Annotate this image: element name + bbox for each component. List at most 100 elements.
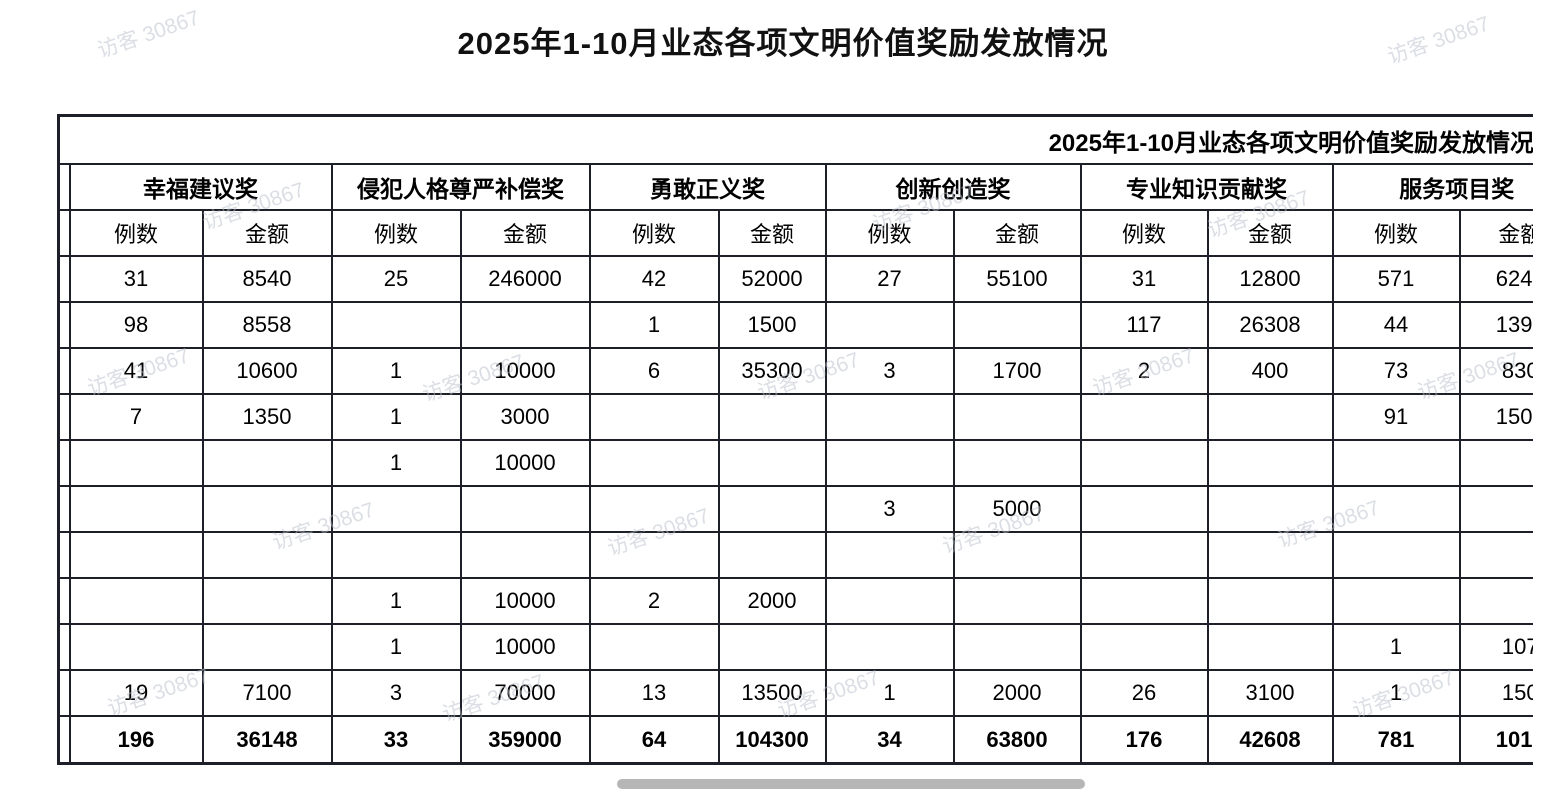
data-cell[interactable]: 19 — [68, 669, 204, 717]
data-cell[interactable] — [1331, 531, 1461, 579]
data-cell[interactable] — [588, 393, 720, 441]
row-edge-cell[interactable] — [57, 485, 71, 533]
data-cell[interactable]: 1396 — [1458, 301, 1533, 349]
data-cell[interactable]: 10000 — [459, 347, 591, 395]
data-cell[interactable]: 246000 — [459, 255, 591, 303]
data-cell[interactable] — [201, 485, 333, 533]
col-header-amount[interactable]: 金额 — [1206, 209, 1334, 257]
data-cell[interactable]: 1 — [1331, 623, 1461, 671]
data-cell[interactable]: 3 — [824, 485, 955, 533]
col-header-cases[interactable]: 例数 — [824, 209, 955, 257]
data-cell[interactable] — [459, 485, 591, 533]
col-header-amount[interactable]: 金额 — [459, 209, 591, 257]
data-cell[interactable] — [68, 531, 204, 579]
data-cell[interactable]: 27 — [824, 255, 955, 303]
group-header-innovation-creation[interactable]: 创新创造奖 — [824, 163, 1082, 211]
col-header-cases[interactable]: 例数 — [1079, 209, 1209, 257]
data-cell[interactable]: 8540 — [201, 255, 333, 303]
data-cell[interactable] — [201, 531, 333, 579]
data-cell[interactable] — [824, 393, 955, 441]
data-cell[interactable] — [717, 393, 827, 441]
data-cell[interactable]: 8558 — [201, 301, 333, 349]
data-cell[interactable] — [1331, 485, 1461, 533]
data-cell[interactable]: 10600 — [201, 347, 333, 395]
data-cell[interactable]: 26308 — [1206, 301, 1334, 349]
row-edge-cell[interactable] — [57, 163, 71, 211]
data-cell[interactable] — [1206, 531, 1334, 579]
row-edge-cell[interactable] — [57, 255, 71, 303]
total-cell[interactable]: 196 — [68, 715, 204, 765]
data-cell[interactable] — [824, 577, 955, 625]
total-cell[interactable]: 42608 — [1206, 715, 1334, 765]
horizontal-scrollbar-thumb[interactable] — [617, 779, 1085, 789]
data-cell[interactable]: 70000 — [459, 669, 591, 717]
total-cell[interactable]: 34 — [824, 715, 955, 765]
data-cell[interactable] — [1206, 623, 1334, 671]
data-cell[interactable]: 5000 — [952, 485, 1082, 533]
group-header-professional-knowledge[interactable]: 专业知识贡献奖 — [1079, 163, 1334, 211]
col-header-cases[interactable]: 例数 — [588, 209, 720, 257]
data-cell[interactable] — [68, 439, 204, 487]
row-edge-cell[interactable] — [57, 393, 71, 441]
data-cell[interactable] — [824, 531, 955, 579]
total-cell[interactable]: 36148 — [201, 715, 333, 765]
row-edge-cell[interactable] — [57, 531, 71, 579]
data-cell[interactable]: 13 — [588, 669, 720, 717]
data-cell[interactable] — [459, 301, 591, 349]
data-cell[interactable] — [1458, 439, 1533, 487]
data-cell[interactable] — [1458, 485, 1533, 533]
data-cell[interactable] — [1331, 439, 1461, 487]
data-cell[interactable]: 1 — [330, 439, 462, 487]
col-header-cases[interactable]: 例数 — [1331, 209, 1461, 257]
data-cell[interactable]: 2000 — [717, 577, 827, 625]
row-edge-cell[interactable] — [57, 301, 71, 349]
data-cell[interactable] — [1206, 393, 1334, 441]
data-cell[interactable]: 1 — [1331, 669, 1461, 717]
data-cell[interactable] — [824, 623, 955, 671]
data-cell[interactable] — [952, 301, 1082, 349]
data-cell[interactable]: 6 — [588, 347, 720, 395]
group-header-dignity-compensation[interactable]: 侵犯人格尊严补偿奖 — [330, 163, 591, 211]
total-cell[interactable]: 359000 — [459, 715, 591, 765]
data-cell[interactable]: 1 — [330, 577, 462, 625]
data-cell[interactable] — [1458, 577, 1533, 625]
data-cell[interactable] — [1458, 531, 1533, 579]
data-cell[interactable]: 7100 — [201, 669, 333, 717]
col-header-amount[interactable]: 金额 — [717, 209, 827, 257]
data-cell[interactable] — [1079, 623, 1209, 671]
table-title-cell[interactable]: 2025年1-10月业态各项文明价值奖励发放情况 — [57, 114, 1533, 165]
data-cell[interactable] — [952, 623, 1082, 671]
data-cell[interactable] — [717, 623, 827, 671]
data-cell[interactable] — [68, 485, 204, 533]
data-cell[interactable] — [1206, 485, 1334, 533]
data-cell[interactable] — [330, 485, 462, 533]
data-cell[interactable]: 98 — [68, 301, 204, 349]
data-cell[interactable] — [1079, 577, 1209, 625]
data-cell[interactable] — [588, 531, 720, 579]
row-edge-cell[interactable] — [57, 347, 71, 395]
data-cell[interactable]: 6246 — [1458, 255, 1533, 303]
data-cell[interactable] — [1206, 577, 1334, 625]
group-header-brave-justice[interactable]: 勇敢正义奖 — [588, 163, 827, 211]
data-cell[interactable]: 1 — [330, 623, 462, 671]
col-header-cases[interactable]: 例数 — [330, 209, 462, 257]
data-cell[interactable] — [588, 439, 720, 487]
data-cell[interactable] — [588, 623, 720, 671]
data-cell[interactable] — [952, 577, 1082, 625]
data-cell[interactable]: 35300 — [717, 347, 827, 395]
data-cell[interactable]: 1 — [330, 393, 462, 441]
data-cell[interactable]: 91 — [1331, 393, 1461, 441]
data-cell[interactable] — [459, 531, 591, 579]
data-cell[interactable] — [717, 531, 827, 579]
data-cell[interactable]: 107 — [1458, 623, 1533, 671]
row-edge-cell[interactable] — [57, 439, 71, 487]
data-cell[interactable] — [588, 485, 720, 533]
data-cell[interactable]: 31 — [68, 255, 204, 303]
data-cell[interactable]: 73 — [1331, 347, 1461, 395]
total-cell[interactable]: 1013 — [1458, 715, 1533, 765]
data-cell[interactable]: 830 — [1458, 347, 1533, 395]
data-cell[interactable] — [1079, 393, 1209, 441]
data-cell[interactable]: 2 — [588, 577, 720, 625]
data-cell[interactable]: 41 — [68, 347, 204, 395]
data-cell[interactable] — [824, 301, 955, 349]
